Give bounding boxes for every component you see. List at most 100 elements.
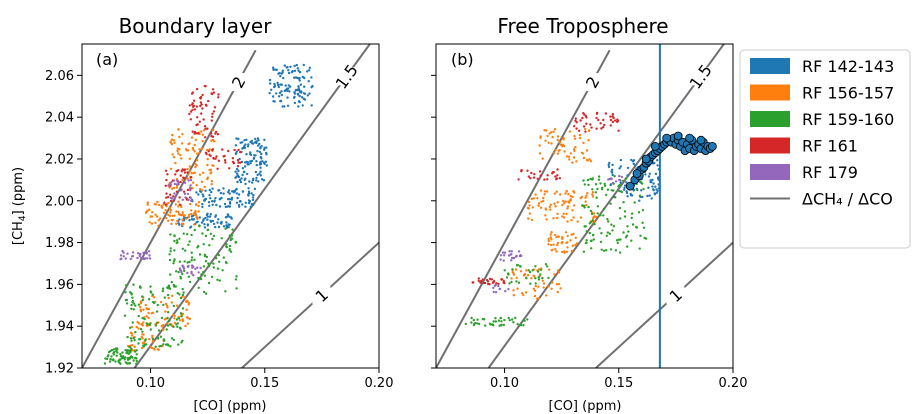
data-point	[627, 230, 630, 233]
data-point	[168, 206, 172, 209]
data-point	[191, 108, 194, 112]
data-point	[259, 170, 262, 173]
data-point	[654, 172, 658, 176]
data-point	[216, 133, 220, 136]
data-point	[167, 296, 170, 300]
data-point	[178, 319, 182, 322]
data-point	[183, 192, 187, 196]
data-point	[563, 202, 566, 205]
data-point	[125, 302, 129, 305]
data-point	[139, 286, 142, 289]
data-point	[241, 173, 244, 177]
data-point	[139, 305, 142, 309]
data-point	[147, 250, 151, 253]
data-point	[149, 290, 152, 293]
data-point	[470, 321, 473, 324]
data-point	[171, 153, 174, 156]
x-tick-label: 0.10	[136, 376, 165, 391]
data-point	[127, 362, 130, 365]
data-point	[235, 187, 238, 191]
data-point	[618, 206, 622, 210]
data-point	[285, 66, 288, 69]
data-point	[137, 303, 141, 306]
data-point	[543, 190, 547, 193]
data-point	[112, 348, 116, 351]
data-point	[140, 256, 143, 260]
data-point	[559, 143, 562, 146]
data-point	[235, 192, 239, 195]
data-point	[216, 278, 219, 281]
data-point	[648, 194, 651, 197]
data-point	[224, 161, 227, 164]
data-point	[152, 300, 155, 304]
data-point	[177, 213, 181, 216]
data-point	[224, 290, 227, 293]
data-point	[583, 183, 586, 186]
data-point	[510, 250, 513, 253]
data-point	[202, 129, 206, 132]
data-point	[145, 315, 148, 318]
data-point	[543, 178, 546, 181]
data-point	[561, 203, 564, 207]
data-point	[515, 276, 518, 280]
data-point	[622, 231, 625, 234]
y-axis	[431, 74, 436, 369]
data-point	[204, 189, 207, 192]
data-point	[281, 69, 284, 72]
data-point	[644, 237, 648, 240]
data-point	[197, 286, 200, 289]
data-point	[522, 293, 525, 297]
data-point	[191, 130, 194, 133]
data-point	[569, 152, 573, 155]
data-point	[241, 167, 245, 170]
data-point	[503, 318, 506, 322]
data-point	[614, 180, 618, 183]
data-point	[199, 187, 202, 191]
data-point	[233, 148, 236, 152]
data-point	[168, 323, 172, 326]
data-point	[158, 217, 162, 220]
data-point	[654, 185, 657, 188]
data-point	[504, 290, 507, 293]
data-point	[572, 216, 575, 219]
data-point	[186, 317, 189, 320]
data-point	[573, 204, 576, 207]
data-point	[172, 338, 175, 342]
data-point	[570, 219, 573, 222]
data-point	[655, 191, 659, 194]
data-point	[605, 234, 608, 237]
data-point	[121, 249, 124, 253]
legend-swatch	[750, 137, 790, 154]
data-point	[181, 213, 185, 216]
data-point	[182, 222, 185, 226]
data-point	[251, 203, 255, 206]
data-point	[201, 93, 204, 97]
panel-boundary-layer: Boundary layer 2 1.51 (a) 0.10 0.15 0.20 1.…	[11, 14, 393, 414]
ratio-label-bg	[229, 73, 248, 92]
data-point	[524, 291, 528, 294]
data-point	[224, 261, 228, 264]
data-point	[228, 223, 231, 226]
data-point	[202, 195, 205, 198]
data-point	[512, 321, 515, 324]
data-point	[619, 217, 622, 220]
data-point	[609, 124, 612, 127]
data-point	[525, 269, 528, 272]
data-point	[527, 200, 531, 204]
data-point	[525, 277, 528, 280]
data-point	[520, 169, 523, 172]
data-point	[642, 187, 645, 191]
data-point	[294, 88, 298, 92]
data-point	[505, 276, 509, 279]
data-point	[176, 325, 179, 328]
data-point	[225, 221, 228, 224]
data-point	[188, 317, 191, 321]
data-point	[115, 354, 118, 357]
data-point	[477, 277, 480, 280]
data-point	[652, 182, 655, 185]
data-point	[253, 187, 257, 191]
data-point	[163, 296, 166, 299]
data-point	[165, 217, 168, 220]
data-point	[248, 180, 251, 183]
data-point	[608, 161, 611, 165]
